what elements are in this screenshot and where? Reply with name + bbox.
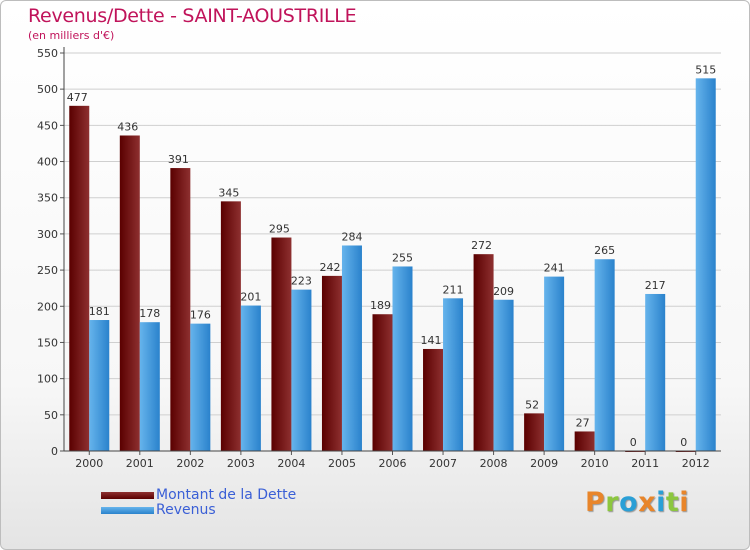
- bars: [69, 78, 716, 452]
- bar-dette: [372, 314, 393, 451]
- bar-dette: [119, 135, 140, 451]
- x-tick-label: 2011: [631, 457, 659, 470]
- data-label-dette: 0: [680, 436, 687, 449]
- y-tick-label: 550: [37, 47, 58, 60]
- x-axis-ticks: 2000 2001 2002 2003 2004 2005 2006 2007 2008 2009…: [75, 451, 710, 470]
- legend-label-dette: Montant de la Dette: [156, 487, 297, 503]
- data-label-revenus: 201: [240, 291, 261, 304]
- data-label-dette: 477: [67, 91, 88, 104]
- data-label-dette: 0: [630, 436, 637, 449]
- logo-letter: P: [585, 487, 606, 518]
- bar-revenus: [89, 320, 110, 451]
- x-tick-label: 2003: [227, 457, 255, 470]
- legend-swatch-dette: [101, 491, 154, 499]
- data-label-dette: 141: [421, 334, 442, 347]
- data-label-revenus: 209: [493, 285, 514, 298]
- x-tick-label: 2009: [530, 457, 558, 470]
- x-tick-label: 2008: [480, 457, 508, 470]
- bar-revenus: [190, 323, 211, 451]
- bar-dette: [170, 168, 191, 452]
- data-label-dette: 295: [269, 223, 290, 236]
- data-label-revenus: 181: [89, 305, 110, 318]
- proxiti-logo: Proxiti: [585, 487, 689, 518]
- bar-dette: [423, 348, 444, 451]
- y-tick-label: 0: [51, 445, 58, 458]
- x-tick-label: 2004: [277, 457, 305, 470]
- data-label-revenus: 284: [341, 230, 362, 243]
- data-label-revenus: 211: [443, 283, 464, 296]
- chart-subtitle: (en milliers d'€): [28, 29, 115, 42]
- y-tick-label: 50: [44, 409, 58, 422]
- logo-letter: i: [656, 487, 666, 518]
- y-tick-label: 450: [37, 119, 58, 132]
- data-label-dette: 242: [319, 261, 340, 274]
- x-tick-label: 2001: [126, 457, 154, 470]
- x-tick-label: 2010: [581, 457, 609, 470]
- bar-revenus: [493, 299, 514, 451]
- x-tick-label: 2012: [682, 457, 710, 470]
- bar-dette: [524, 413, 545, 451]
- y-tick-label: 150: [37, 336, 58, 349]
- bar-dette: [321, 275, 342, 451]
- data-label-dette: 436: [117, 120, 138, 133]
- data-label-dette: 391: [168, 153, 189, 166]
- logo-letter: x: [638, 487, 657, 518]
- y-tick-label: 250: [37, 264, 58, 277]
- x-tick-label: 2007: [429, 457, 457, 470]
- bar-dette: [271, 237, 292, 451]
- bar-dette: [473, 254, 494, 451]
- bar-revenus: [240, 305, 261, 451]
- bar-revenus: [594, 259, 615, 451]
- logo-letter: t: [665, 487, 680, 518]
- data-label-revenus: 217: [645, 279, 666, 292]
- data-label-revenus: 241: [544, 262, 565, 275]
- bar-revenus: [645, 293, 666, 451]
- logo-letter: i: [679, 487, 690, 518]
- data-label-dette: 27: [576, 416, 590, 429]
- bar-revenus: [695, 78, 716, 451]
- y-tick-label: 400: [37, 156, 58, 169]
- y-tick-label: 300: [37, 228, 58, 241]
- bar-revenus: [443, 298, 464, 451]
- x-tick-label: 2005: [328, 457, 356, 470]
- x-tick-label: 2002: [176, 457, 204, 470]
- data-label-revenus: 176: [190, 309, 211, 322]
- data-label-dette: 52: [525, 398, 539, 411]
- legend-label-revenus: Revenus: [156, 502, 216, 518]
- y-tick-label: 500: [37, 83, 58, 96]
- logo-letter: o: [619, 487, 639, 518]
- data-label-dette: 272: [471, 239, 492, 252]
- legend-item-dette: Montant de la Dette: [101, 487, 296, 503]
- bar-dette: [574, 431, 595, 451]
- bar-revenus: [544, 276, 565, 451]
- y-tick-label: 200: [37, 300, 58, 313]
- data-label-revenus: 255: [392, 251, 413, 264]
- legend-item-revenus: Revenus: [101, 502, 216, 518]
- y-tick-label: 350: [37, 192, 58, 205]
- y-axis-ticks: 0 50 100 150 200 250 300 350 400 450 500 550: [37, 47, 64, 458]
- data-label-revenus: 223: [291, 275, 312, 288]
- bar-revenus: [392, 266, 413, 451]
- bar-dette: [69, 105, 90, 452]
- bar-dette: [220, 201, 241, 451]
- data-label-dette: 345: [218, 186, 239, 199]
- x-tick-label: 2006: [379, 457, 407, 470]
- data-labels: 477 181 436 178 391 176 345 201 295 223 242 284 189 2…: [67, 63, 716, 449]
- bar-revenus: [291, 289, 312, 451]
- bar-revenus: [341, 245, 362, 451]
- logo-letter: r: [605, 487, 620, 518]
- data-label-revenus: 178: [139, 307, 160, 320]
- bar-revenus: [139, 322, 160, 451]
- data-label-revenus: 265: [594, 244, 615, 257]
- y-tick-label: 100: [37, 373, 58, 386]
- data-label-dette: 189: [370, 299, 391, 312]
- x-tick-label: 2000: [75, 457, 103, 470]
- data-label-revenus: 515: [695, 63, 716, 76]
- axes: [63, 47, 721, 452]
- legend-swatch-revenus: [101, 506, 154, 514]
- chart-title: Revenus/Dette - SAINT-AOUSTRILLE: [28, 5, 357, 27]
